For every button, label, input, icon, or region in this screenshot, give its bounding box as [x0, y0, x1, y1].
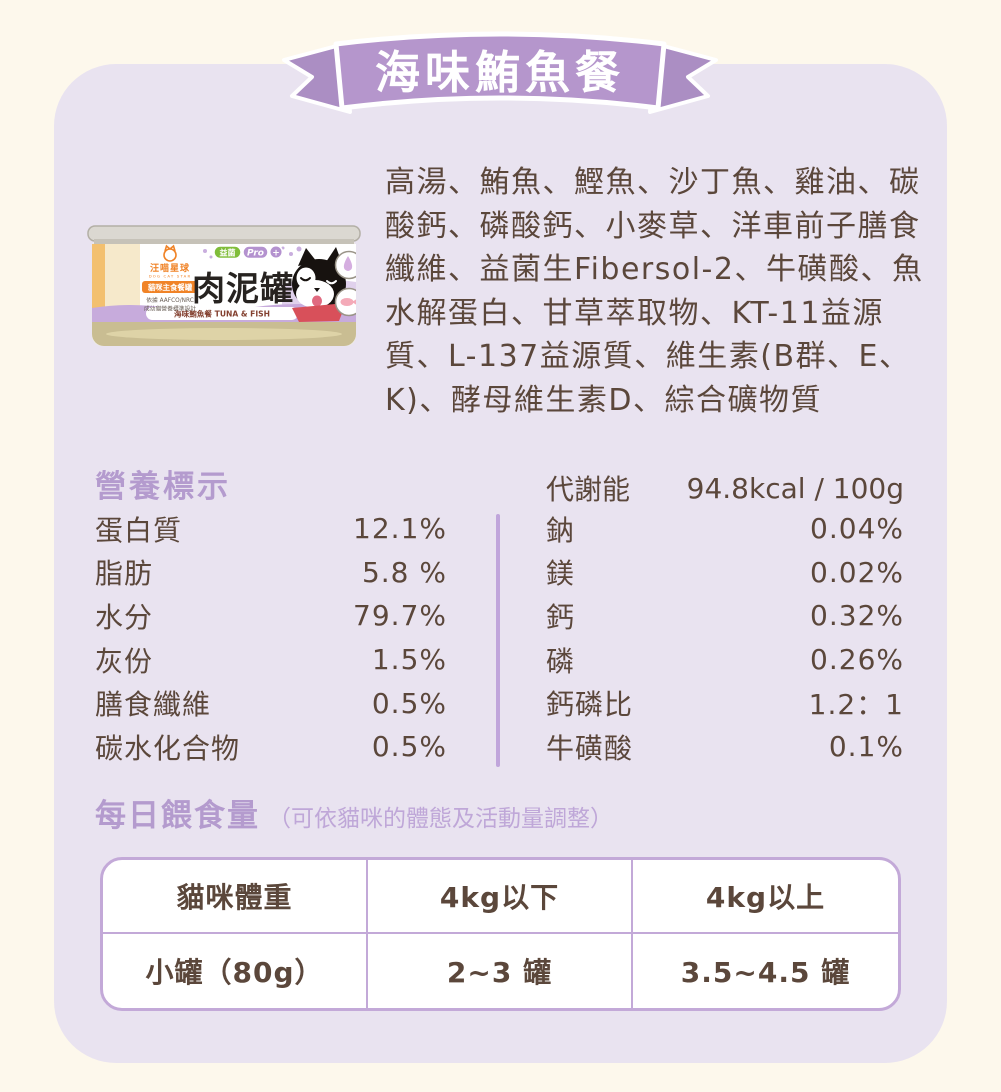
nutrient-label: 鎂 [546, 557, 576, 591]
can-tag-green: 益菌 [220, 248, 236, 258]
can-tag-plus: + [272, 249, 280, 259]
nutrition-row: 鈣 0.32% [546, 594, 904, 638]
metabolic-label: 代謝能 [546, 473, 631, 506]
cat-bandana [292, 303, 346, 322]
nutrition-row: 牛磺酸 0.1% [546, 725, 904, 769]
metabolic-value: 94.8kcal / 100g [686, 471, 904, 505]
nutrition-row: 磷 0.26% [546, 638, 904, 682]
nutrient-value: 0.32% [810, 599, 904, 633]
can-brand-en: DOG CAT STAR [149, 274, 192, 279]
nutrient-value: 0.26% [810, 643, 904, 677]
nutrition-row: 鎂 0.02% [546, 551, 904, 595]
nutrient-value: 12.1% [353, 512, 447, 546]
tag-green-pill [213, 245, 242, 260]
feeding-note: （可依貓咪的體態及活動量調整） [268, 806, 613, 832]
nutrition-left-column: 蛋白質 12.1% 脂肪 5.8 % 水分 79.7% 灰份 1.5% 膳食纖維… [95, 507, 447, 769]
nutrition-title: 營養標示 [95, 469, 231, 505]
nutrient-label: 磷 [546, 644, 576, 678]
nutrient-value: 0.5% [371, 730, 447, 764]
nutrient-label: 脂肪 [95, 557, 154, 591]
nutrient-label: 蛋白質 [95, 513, 183, 547]
nutrition-row: 膳食纖維 0.5% [95, 681, 447, 725]
feeding-header: 每日餵食量 （可依貓咪的體態及活動量調整） [95, 790, 613, 835]
banner-title: 海味鮪魚餐 [375, 46, 625, 99]
nutrient-label: 膳食纖維 [95, 688, 212, 722]
droplet-icon [343, 256, 353, 271]
feature-badge-fish [334, 287, 356, 317]
can-badge-bg [142, 281, 198, 293]
nutrition-row: 碳水化合物 0.5% [95, 725, 447, 769]
nutrient-value: 5.8 % [361, 555, 447, 589]
tag-pro-pill [242, 245, 269, 260]
nutrition-right-column: 鈉 0.04% 鎂 0.02% 鈣 0.32% 磷 0.26% 鈣磷比 1.2：… [546, 507, 904, 769]
nutrition-row: 脂肪 5.8 % [95, 551, 447, 595]
nutrient-label: 鈣 [546, 600, 576, 634]
tag-dots [203, 246, 302, 259]
nutrition-divider [496, 514, 500, 767]
can-tag-pro: Pro [247, 249, 264, 259]
nutrient-label: 碳水化合物 [95, 731, 241, 765]
nutrient-label: 水分 [95, 600, 154, 634]
nutrition-row: 灰份 1.5% [95, 638, 447, 682]
nutrition-row: 鈣磷比 1.2：1 [546, 681, 904, 725]
feeding-table-cell: 3.5~4.5 罐 [680, 956, 851, 989]
product-can-image: 海味鮪魚餐 TUNA & FISH 汪喵星球 DOG CAT STAR 貓咪主食… [87, 225, 361, 346]
nutrition-row: 蛋白質 12.1% [95, 507, 447, 551]
nutrient-label: 鈉 [546, 513, 576, 547]
nutrition-row: 鈉 0.04% [546, 507, 904, 551]
nutrition-row: 水分 79.7% [95, 594, 447, 638]
nutrient-label: 牛磺酸 [546, 731, 634, 765]
ingredients-text: 高湯、鮪魚、鰹魚、沙丁魚、雞油、碳 酸鈣、磷酸鈣、小麥草、洋車前子膳食 纖維、益… [385, 165, 924, 418]
can-cert-line2: 成幼貓營養標準設計 [144, 305, 196, 313]
feeding-title: 每日餵食量 [95, 798, 260, 834]
ribbon-band [333, 31, 667, 111]
nutrient-value: 0.1% [828, 730, 904, 764]
nutrient-value: 1.5% [371, 643, 447, 677]
can-badge: 貓咪主食餐罐 [148, 283, 193, 292]
feeding-table: 貓咪體重 4kg以下 4kg以上 小罐（80g） 2~3 罐 3.5~4.5 罐 [100, 857, 901, 1011]
cat-illustration [292, 247, 348, 322]
can-product-name: 肉泥罐 [192, 269, 294, 308]
feeding-table-header-cell: 4kg以上 [633, 860, 898, 934]
nutrient-value: 0.5% [371, 686, 447, 720]
feeding-table-header-cell: 貓咪體重 [103, 860, 368, 934]
can-flavor-label: 海味鮪魚餐 TUNA & FISH [174, 309, 270, 319]
can-bottom-sheen [106, 328, 342, 340]
feature-badge-droplet [334, 250, 356, 280]
can-rim-shadow [94, 239, 354, 244]
nutrient-value: 0.04% [810, 512, 904, 546]
feeding-table-header-cell: 4kg以下 [368, 860, 633, 934]
nutrient-value: 0.02% [810, 555, 904, 589]
flavor-strip [146, 307, 298, 320]
nutrient-value: 1.2：1 [808, 688, 904, 722]
can-cert-line1: 依據 AAFCO/NRC [146, 296, 194, 304]
can-top-rim [87, 225, 361, 242]
title-ribbon: 海味鮪魚餐 [282, 31, 718, 114]
cat-logo-icon [163, 244, 177, 262]
can-brand: 汪喵星球 [150, 262, 190, 274]
nutrient-label: 鈣磷比 [546, 688, 634, 722]
tag-plus-circle [268, 244, 284, 260]
metabolic-energy-row: 代謝能 94.8kcal / 100g [546, 468, 904, 508]
nutrient-value: 79.7% [353, 599, 447, 633]
nutrient-label: 灰份 [95, 644, 154, 678]
fish-icon [340, 298, 356, 306]
can-label-left-edge [92, 244, 105, 322]
feeding-table-cell: 2~3 罐 [368, 934, 633, 1008]
feeding-table-cell: 小罐（80g） [103, 934, 368, 1008]
